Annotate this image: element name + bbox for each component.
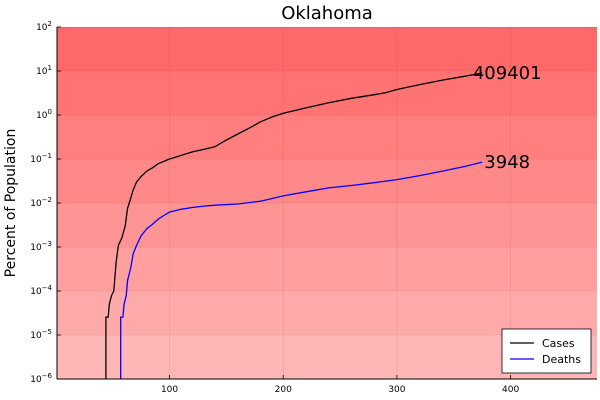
y-tick-label: 10−1 — [30, 152, 52, 165]
x-tick-label: 300 — [388, 385, 405, 395]
y-axis-label: Percent of Population — [3, 129, 19, 278]
series-line-cases — [105, 72, 483, 379]
background-band — [57, 115, 597, 159]
tick-labels: 100 200 300 400 10−6 10−5 10−4 10−3 10−2 10−1 100 1… — [30, 20, 519, 395]
y-tick-label: 10−2 — [30, 196, 52, 209]
background-band — [57, 71, 597, 115]
x-tick-label: 100 — [161, 385, 178, 395]
y-tick-label: 10−3 — [30, 240, 52, 253]
x-tick-label: 400 — [502, 385, 519, 395]
end-label-cases: 409401 — [473, 63, 542, 84]
background-band — [57, 247, 597, 291]
background-band — [57, 27, 597, 71]
y-tick-label: 102 — [36, 20, 52, 33]
end-label-deaths: 3948 — [484, 152, 530, 173]
series-layer — [105, 72, 483, 379]
background-band — [57, 203, 597, 247]
y-tick-label: 10−5 — [30, 328, 52, 341]
background-band — [57, 159, 597, 203]
y-tick-label: 10−4 — [30, 284, 52, 297]
y-tick-label: 101 — [36, 64, 52, 77]
legend: Cases Deaths — [501, 328, 592, 374]
legend-box — [501, 328, 592, 374]
chart-title: Oklahoma — [281, 3, 373, 24]
series-line-deaths — [120, 161, 483, 379]
y-tick-label: 10−6 — [30, 372, 52, 385]
legend-label-deaths: Deaths — [542, 353, 581, 366]
y-tick-label: 100 — [36, 108, 52, 121]
end-labels: 409401 3948 — [473, 63, 542, 173]
background-band — [57, 291, 597, 335]
legend-label-cases: Cases — [542, 337, 575, 350]
gridlines — [57, 26, 597, 380]
x-tick-label: 200 — [275, 385, 292, 395]
